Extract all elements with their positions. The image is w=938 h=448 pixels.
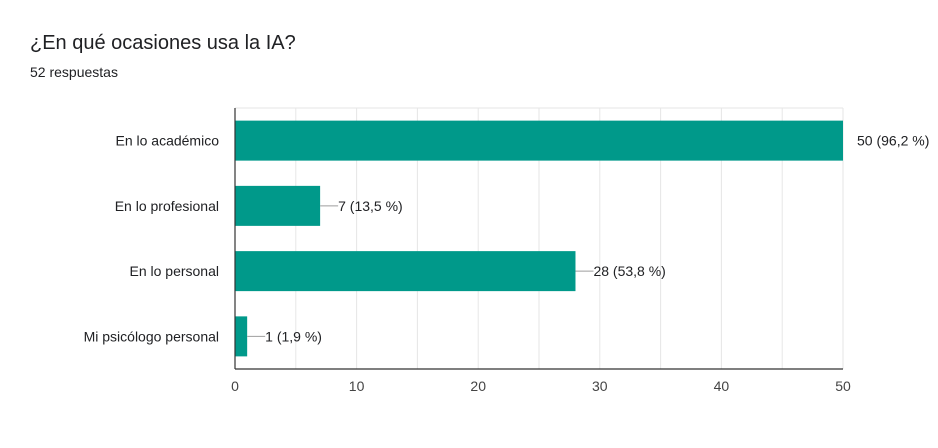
- data-label: 7 (13,5 %): [338, 198, 403, 214]
- bar[interactable]: [235, 120, 843, 161]
- bar[interactable]: [235, 185, 321, 226]
- data-label: 1 (1,9 %): [265, 328, 322, 344]
- category-label: En lo académico: [115, 133, 219, 149]
- category-label: Mi psicólogo personal: [84, 328, 219, 344]
- bar[interactable]: [235, 316, 248, 357]
- data-label: 28 (53,8 %): [593, 263, 665, 279]
- x-tick-label: 50: [835, 378, 851, 394]
- category-label: En lo profesional: [115, 198, 219, 214]
- x-tick-label: 30: [592, 378, 608, 394]
- response-count: 52 respuestas: [30, 64, 118, 80]
- bar[interactable]: [235, 251, 576, 292]
- chart-title: ¿En qué ocasiones usa la IA?: [30, 32, 296, 54]
- x-tick-label: 10: [349, 378, 365, 394]
- data-label: 50 (96,2 %): [857, 133, 929, 149]
- x-tick-label: 0: [231, 378, 239, 394]
- category-label: En lo personal: [129, 263, 219, 279]
- x-tick-label: 20: [470, 378, 486, 394]
- x-tick-label: 40: [714, 378, 730, 394]
